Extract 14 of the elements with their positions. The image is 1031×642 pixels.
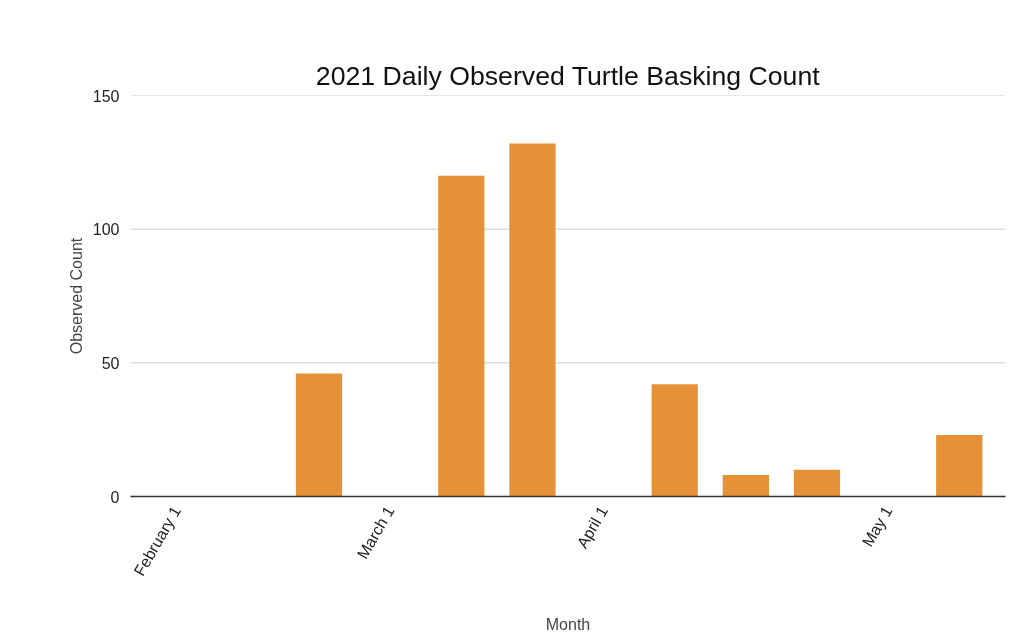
y-tick-label: 100 [92,221,120,239]
bar [295,373,343,497]
y-tick-label: 0 [110,488,120,506]
bar [793,469,841,497]
bar [936,435,983,497]
bar [509,143,556,497]
bar [438,175,485,497]
bar [722,475,769,497]
y-tick-label: 150 [92,87,120,105]
x-axis-title: Month [545,616,591,633]
chart-title: 2021 Daily Observed Turtle Basking Count [315,60,821,91]
bar [651,384,698,497]
y-tick-label: 50 [101,354,120,372]
y-axis-title: Observed Count [67,237,85,355]
